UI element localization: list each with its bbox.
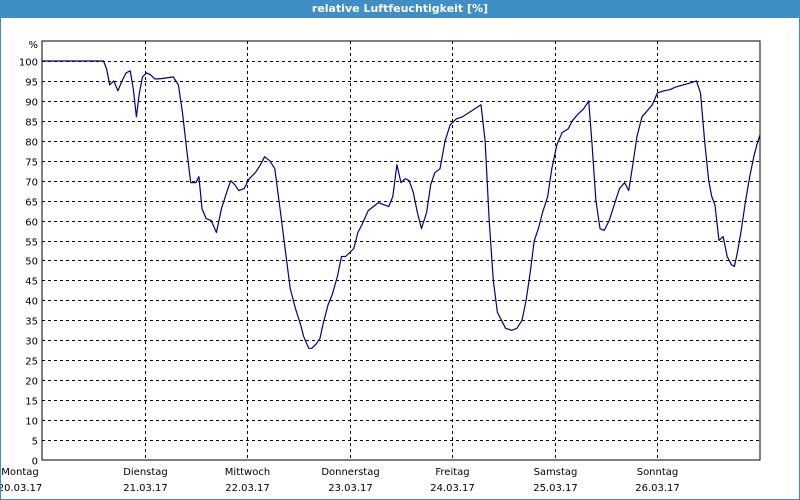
chart-area: 0 5 10 15 20 25 30 35 40 45 50 55 60 65 70 75 80 85 90 95 10… xyxy=(0,18,800,500)
chart-title: relative Luftfeuchtigkeit [%] xyxy=(0,0,800,18)
y-axis-label: % xyxy=(28,40,38,51)
y-tick-label: 55 xyxy=(25,238,38,249)
x-tick-day: Montag xyxy=(1,467,38,478)
x-tick-day: Mittwoch xyxy=(225,467,270,478)
humidity-series-line xyxy=(42,60,761,349)
humidity-line-chart: 0 5 10 15 20 25 30 35 40 45 50 55 60 65 70 75 80 85 90 95 10… xyxy=(1,40,761,494)
y-tick-label: 95 xyxy=(25,78,38,89)
y-tick-label: 65 xyxy=(25,198,38,209)
y-tick-label: 10 xyxy=(25,417,38,428)
y-tick-label: 15 xyxy=(25,397,38,408)
y-tick-label: 5 xyxy=(32,437,38,448)
x-tick-date: 26.03.17 xyxy=(635,483,680,494)
y-tick-label: 0 xyxy=(32,457,38,468)
y-tick-label: 45 xyxy=(25,277,38,288)
y-tick-label: 25 xyxy=(25,357,38,368)
x-tick-date: 20.03.17 xyxy=(1,483,42,494)
x-tick-date: 24.03.17 xyxy=(430,483,475,494)
y-tick-label: 80 xyxy=(25,138,38,149)
y-tick-label: 35 xyxy=(25,317,38,328)
y-tick-label: 40 xyxy=(25,297,38,308)
y-tick-label: 30 xyxy=(25,337,38,348)
y-tick-label: 85 xyxy=(25,118,38,129)
y-tick-label: 75 xyxy=(25,158,38,169)
x-tick-day: Donnerstag xyxy=(321,467,379,478)
y-tick-label: 60 xyxy=(25,218,38,229)
x-tick-date: 23.03.17 xyxy=(328,483,373,494)
y-tick-label: 20 xyxy=(25,377,38,388)
x-tick-day: Samstag xyxy=(534,467,578,478)
x-tick-day: Dienstag xyxy=(123,467,168,478)
y-tick-label: 70 xyxy=(25,178,38,189)
x-tick-date: 22.03.17 xyxy=(225,483,270,494)
x-tick-date: 25.03.17 xyxy=(533,483,578,494)
x-tick-date: 21.03.17 xyxy=(123,483,168,494)
y-tick-label: 50 xyxy=(25,257,38,268)
x-tick-day: Sonntag xyxy=(637,467,679,478)
plot-frame xyxy=(41,40,761,461)
x-tick-day: Freitag xyxy=(435,467,469,478)
y-tick-label: 100 xyxy=(19,58,38,69)
y-tick-label: 90 xyxy=(25,98,38,109)
